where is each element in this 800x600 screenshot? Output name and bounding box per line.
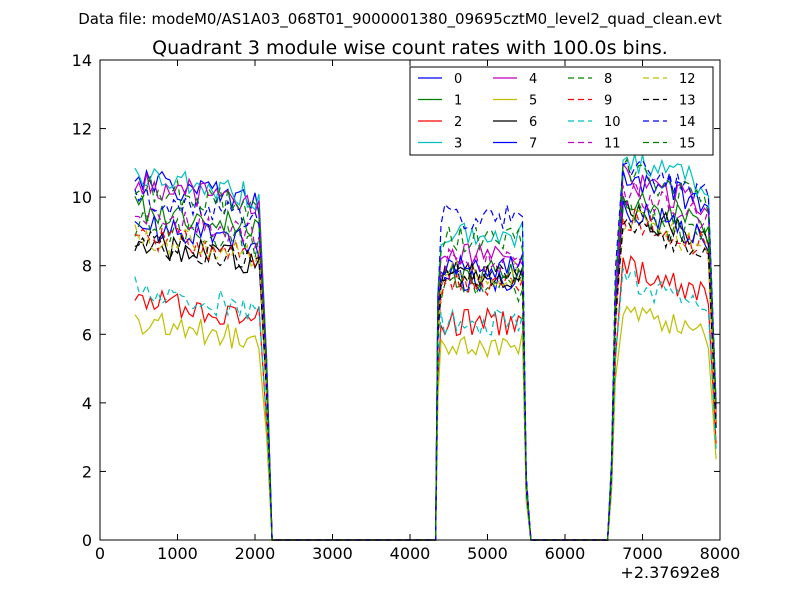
y-tick-label: 6: [82, 325, 92, 344]
legend-label-6: 6: [529, 115, 537, 130]
legend-label-11: 11: [604, 137, 621, 152]
legend-label-2: 2: [454, 115, 462, 130]
legend-label-12: 12: [679, 72, 696, 87]
y-tick-label: 4: [82, 394, 92, 413]
legend-label-13: 13: [679, 94, 696, 109]
x-tick-label: 3000: [312, 544, 353, 563]
x-offset-label: +2.37692e8: [620, 563, 720, 582]
legend-label-3: 3: [454, 137, 462, 152]
x-tick-label: 8000: [700, 544, 741, 563]
series-line-14: [134, 159, 717, 541]
x-tick-label: 2000: [235, 544, 276, 563]
series-line-10: [134, 268, 717, 541]
legend-label-4: 4: [529, 72, 537, 87]
chart-suptitle: Data file: modeM0/AS1A03_068T01_90000013…: [78, 10, 722, 29]
x-tick-label: 4000: [390, 544, 431, 563]
series-line-4: [134, 162, 717, 541]
axis-layer: 0 1000 2000 3000 4000 5000 6000 7000 80000246810…: [72, 51, 741, 563]
series-layer: [134, 154, 717, 541]
series-line-15: [134, 157, 717, 541]
legend-label-10: 10: [604, 115, 621, 130]
legend-label-14: 14: [679, 115, 696, 130]
chart-title: Quadrant 3 module wise count rates with …: [152, 37, 668, 59]
legend-label-7: 7: [529, 137, 537, 152]
y-tick-label: 12: [72, 120, 92, 139]
legend-box: [409, 66, 714, 156]
y-tick-label: 2: [82, 462, 92, 481]
x-tick-label: 1000: [157, 544, 198, 563]
series-line-6: [134, 200, 717, 541]
series-line-3: [134, 154, 717, 541]
legend-label-5: 5: [529, 94, 537, 109]
y-tick-label: 8: [82, 257, 92, 276]
y-tick-label: 14: [72, 51, 92, 70]
legend-label-0: 0: [454, 72, 462, 87]
x-tick-label: 6000: [545, 544, 586, 563]
y-tick-label: 0: [82, 531, 92, 550]
x-tick-label: 7000: [622, 544, 663, 563]
legend-label-8: 8: [604, 72, 612, 87]
series-line-2: [134, 254, 717, 541]
series-line-5: [134, 305, 717, 541]
legend-label-15: 15: [679, 137, 696, 152]
x-tick-label: 0: [95, 544, 105, 563]
legend-label-9: 9: [604, 94, 612, 109]
series-line-8: [134, 199, 717, 541]
x-tick-label: 5000: [467, 544, 508, 563]
legend-label-1: 1: [454, 94, 462, 109]
series-line-11: [134, 179, 717, 541]
y-tick-label: 10: [72, 188, 92, 207]
series-line-13: [134, 217, 717, 541]
